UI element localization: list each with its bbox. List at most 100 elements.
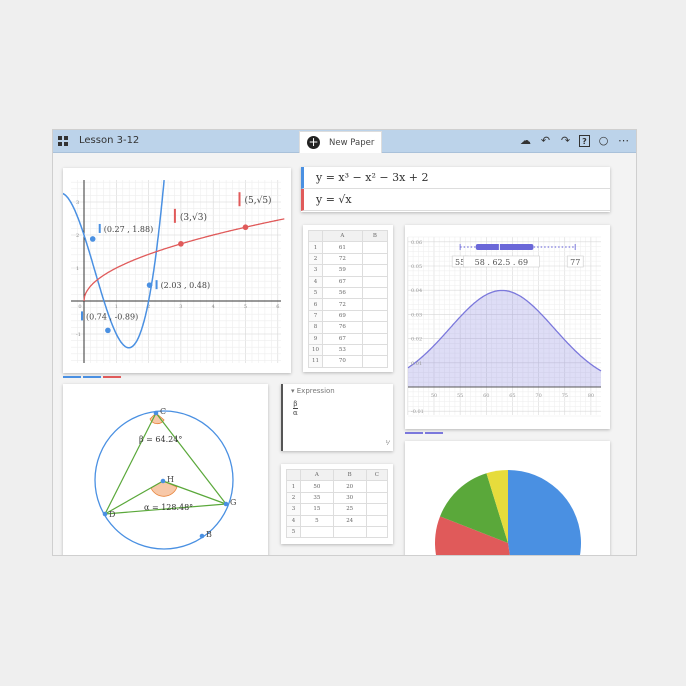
- expression-row-cubic[interactable]: y = x³ − x² − 3x + 2: [301, 167, 610, 189]
- graph-tab-1[interactable]: [63, 376, 81, 378]
- cell[interactable]: 30: [332, 491, 367, 505]
- row-number[interactable]: 8: [308, 321, 323, 334]
- row-number[interactable]: 5: [286, 525, 301, 539]
- distribution-card[interactable]: 50 55 60 65 70 75 80 0.06 0.05 0.04 0.03 0.02 0.01 -0…: [405, 225, 610, 429]
- cell[interactable]: 76: [322, 321, 363, 334]
- cell[interactable]: [300, 525, 334, 539]
- column-header[interactable]: B: [332, 468, 367, 482]
- apps-grid-icon[interactable]: [58, 136, 69, 147]
- help-icon[interactable]: ?: [579, 135, 590, 147]
- cell[interactable]: 70: [322, 355, 363, 368]
- row-number[interactable]: 1: [308, 241, 323, 254]
- cell[interactable]: [361, 275, 389, 288]
- expression-card[interactable]: ▾ Expression β α ⅟: [281, 384, 393, 451]
- column-header[interactable]: [286, 468, 301, 482]
- cell[interactable]: [361, 321, 389, 334]
- row-number[interactable]: 2: [286, 491, 301, 505]
- cell[interactable]: [361, 309, 389, 323]
- row-number[interactable]: 9: [308, 332, 323, 345]
- cell[interactable]: [361, 298, 389, 311]
- cell[interactable]: [361, 286, 389, 300]
- y-tick-label: -0.01: [411, 409, 424, 415]
- undo-icon[interactable]: ↶: [540, 134, 551, 147]
- cell[interactable]: 35: [300, 491, 334, 505]
- cell[interactable]: [365, 503, 389, 516]
- point-label: (2.03 , 0.48): [161, 281, 211, 290]
- cell[interactable]: 25: [332, 503, 367, 516]
- cell[interactable]: [332, 525, 367, 539]
- cell[interactable]: [361, 355, 389, 368]
- cell[interactable]: [361, 264, 389, 277]
- row-number[interactable]: 1: [286, 480, 301, 493]
- cell[interactable]: 50: [300, 480, 334, 493]
- cell[interactable]: 67: [322, 275, 363, 288]
- algebra-card[interactable]: y = x³ − x² − 3x + 2 y = √x: [301, 167, 610, 212]
- spreadsheet-card-1[interactable]: A B 1 61 2 72 3 59 4 67 5 56 6 72 7 69 8 76 9 67 10 53 11 70: [303, 225, 393, 372]
- cell[interactable]: [365, 480, 389, 493]
- cell[interactable]: 24: [332, 514, 367, 527]
- cell[interactable]: 53: [322, 343, 363, 357]
- graph-tab-3[interactable]: [103, 376, 121, 378]
- cell[interactable]: 20: [332, 480, 367, 493]
- cell[interactable]: 72: [322, 252, 363, 266]
- cell[interactable]: [361, 241, 389, 254]
- cell[interactable]: [361, 252, 389, 266]
- column-header[interactable]: B: [361, 229, 389, 243]
- distribution-canvas[interactable]: 50 55 60 65 70 75 80 0.06 0.05 0.04 0.03 0.02 0.01 -0…: [405, 225, 610, 429]
- cell[interactable]: 59: [322, 264, 363, 277]
- cell[interactable]: 5: [300, 514, 334, 527]
- cell[interactable]: 72: [322, 298, 363, 311]
- cell[interactable]: [365, 525, 389, 539]
- spreadsheet-card-2[interactable]: A B C 1 50 20 2 35 30 3 15 25 4 5 24 5: [281, 464, 393, 544]
- cell[interactable]: [365, 514, 389, 527]
- row-number[interactable]: 5: [308, 286, 323, 300]
- row-number[interactable]: 3: [286, 503, 301, 516]
- distribution-curve: [407, 289, 602, 372]
- cell[interactable]: 67: [322, 332, 363, 345]
- redo-icon[interactable]: ↷: [560, 134, 571, 147]
- spreadsheet-2[interactable]: A B C 1 50 20 2 35 30 3 15 25 4 5 24 5: [286, 468, 389, 539]
- y-tick-label: 0.03: [411, 312, 422, 318]
- more-icon[interactable]: ⋯: [618, 134, 629, 147]
- row-number[interactable]: 2: [308, 252, 323, 266]
- triangle-edge: [155, 412, 227, 505]
- expression-row-sqrt[interactable]: y = √x: [301, 189, 610, 211]
- circle-icon[interactable]: ○: [598, 134, 609, 147]
- collapse-arrow-icon[interactable]: ▾: [291, 387, 297, 395]
- row-number[interactable]: 4: [308, 275, 323, 288]
- cell[interactable]: 69: [322, 309, 363, 323]
- graph-tab-2[interactable]: [83, 376, 101, 378]
- column-header[interactable]: A: [322, 229, 363, 243]
- graph-canvas[interactable]: 0 1 2 3 4 5 6 -1 1 2 3 (0.27 , 1.88) (2.03 , 0.48) (0…: [61, 168, 291, 373]
- pie-chart-card[interactable]: [405, 441, 610, 555]
- cell[interactable]: 56: [322, 286, 363, 300]
- row-number[interactable]: 11: [308, 355, 323, 368]
- label-marker: [81, 311, 83, 321]
- column-header[interactable]: [308, 229, 323, 243]
- row-number[interactable]: 4: [286, 514, 301, 527]
- fraction-toggle-icon[interactable]: ⅟: [385, 440, 389, 447]
- cell[interactable]: [361, 343, 389, 357]
- row-number[interactable]: 3: [308, 264, 323, 277]
- dist-tab-2[interactable]: [425, 432, 443, 434]
- spreadsheet-1[interactable]: A B 1 61 2 72 3 59 4 67 5 56 6 72 7 69 8 76 9 67 10 53 11 70: [308, 229, 389, 368]
- graph-card[interactable]: 0 1 2 3 4 5 6 -1 1 2 3 (0.27 , 1.88) (2.03 , 0.48) (0…: [61, 168, 291, 373]
- row-number[interactable]: 7: [308, 309, 323, 323]
- column-header[interactable]: C: [365, 468, 389, 482]
- row-number[interactable]: 10: [308, 343, 323, 357]
- dist-tab-1[interactable]: [405, 432, 423, 434]
- row-number[interactable]: 6: [308, 298, 323, 311]
- new-paper-tab[interactable]: + New Paper: [299, 131, 382, 153]
- y-tick-label: 1: [76, 266, 79, 272]
- cell[interactable]: [361, 332, 389, 345]
- cell[interactable]: [365, 491, 389, 505]
- cell[interactable]: 61: [322, 241, 363, 254]
- column-header[interactable]: A: [300, 468, 334, 482]
- point: [242, 224, 249, 231]
- table-row: 4 5 24: [286, 514, 389, 527]
- cell[interactable]: 15: [300, 503, 334, 516]
- geometry-canvas[interactable]: C H D G Bβ = 64.24° α = 128.48°: [63, 384, 268, 556]
- cloud-sync-icon[interactable]: ☁: [520, 134, 531, 147]
